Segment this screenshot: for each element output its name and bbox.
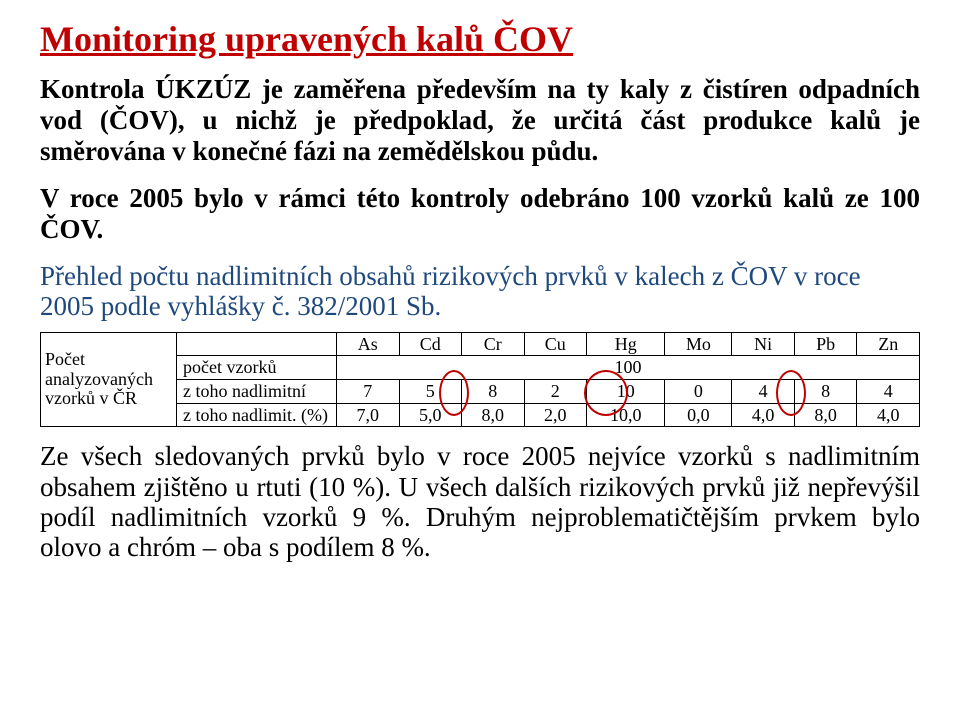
table-container: Počet analyzovaných vzorků v ČR As Cd Cr… xyxy=(40,332,920,428)
r2-cr: 8 xyxy=(462,380,525,404)
hdr-blank xyxy=(177,332,337,356)
body-paragraph: Ze všech sledovaných prvků bylo v roce 2… xyxy=(40,441,920,562)
page-title: Monitoring upravených kalů ČOV xyxy=(40,18,920,60)
r3-ni: 4,0 xyxy=(732,403,795,427)
r3-zn: 4,0 xyxy=(857,403,920,427)
r3-cd: 5,0 xyxy=(399,403,462,427)
r2-pb: 8 xyxy=(794,380,857,404)
r1-label: počet vzorků xyxy=(177,356,337,380)
table-header-row: Počet analyzovaných vzorků v ČR As Cd Cr… xyxy=(41,332,920,356)
r2-zn: 4 xyxy=(857,380,920,404)
data-table: Počet analyzovaných vzorků v ČR As Cd Cr… xyxy=(40,332,920,428)
col-cr: Cr xyxy=(462,332,525,356)
table-caption: Přehled počtu nadlimitních obsahů riziko… xyxy=(40,261,920,321)
r3-mo: 0,0 xyxy=(665,403,732,427)
r3-cr: 8,0 xyxy=(462,403,525,427)
r3-cu: 2,0 xyxy=(524,403,587,427)
r3-hg: 10,0 xyxy=(587,403,665,427)
r2-cu: 2 xyxy=(524,380,587,404)
r1-total: 100 xyxy=(337,356,920,380)
r2-ni: 4 xyxy=(732,380,795,404)
r2-as: 7 xyxy=(337,380,400,404)
col-pb: Pb xyxy=(794,332,857,356)
side-label: Počet analyzovaných vzorků v ČR xyxy=(41,332,177,427)
intro-paragraph-2: V roce 2005 bylo v rámci této kontroly o… xyxy=(40,183,920,245)
r2-cd: 5 xyxy=(399,380,462,404)
col-mo: Mo xyxy=(665,332,732,356)
r2-hg: 10 xyxy=(587,380,665,404)
intro-paragraph-1: Kontrola ÚKZÚZ je zaměřena především na … xyxy=(40,74,920,167)
col-as: As xyxy=(337,332,400,356)
r2-label: z toho nadlimitní xyxy=(177,380,337,404)
col-cu: Cu xyxy=(524,332,587,356)
r3-label: z toho nadlimit. (%) xyxy=(177,403,337,427)
col-ni: Ni xyxy=(732,332,795,356)
col-hg: Hg xyxy=(587,332,665,356)
col-cd: Cd xyxy=(399,332,462,356)
col-zn: Zn xyxy=(857,332,920,356)
r3-as: 7,0 xyxy=(337,403,400,427)
r2-mo: 0 xyxy=(665,380,732,404)
r3-pb: 8,0 xyxy=(794,403,857,427)
